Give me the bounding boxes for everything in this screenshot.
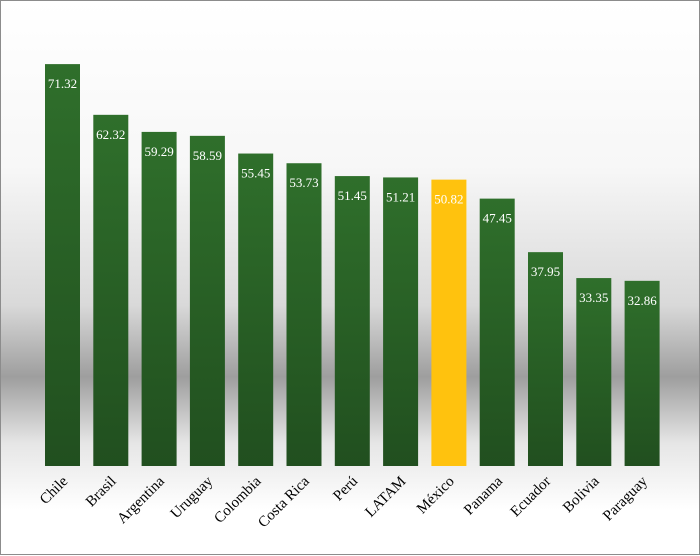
category-label-argentina: Argentina	[114, 473, 168, 527]
category-label-ecuador: Ecuador	[508, 474, 555, 521]
bar-brasil	[93, 114, 129, 467]
bar-costa-rica	[286, 163, 322, 466]
value-label-brasil: 62.32	[96, 127, 125, 142]
bars-group	[45, 64, 660, 467]
category-label-brasil: Brasil	[83, 474, 120, 511]
bar-latam	[383, 177, 419, 467]
bar-uruguay	[189, 135, 225, 467]
bar-panama	[479, 198, 515, 466]
category-label-uruguay: Uruguay	[168, 473, 217, 522]
value-label-bolivia: 33.35	[579, 290, 608, 305]
bar-ecuador	[528, 252, 563, 466]
category-label-peru: Perú	[330, 473, 361, 504]
category-label-paraguay: Paraguay	[600, 473, 651, 524]
category-label-panama: Panama	[461, 473, 506, 518]
value-label-paraguay: 32.86	[627, 293, 657, 308]
value-label-peru: 51.45	[338, 188, 367, 203]
value-label-chile: 71.32	[48, 76, 77, 91]
value-label-latam: 51.21	[386, 189, 415, 204]
value-label-panama: 47.45	[483, 211, 512, 226]
bar-argentina	[141, 131, 177, 466]
category-label-costa-rica: Costa Rica	[255, 473, 313, 531]
bar-colombia	[238, 153, 274, 466]
value-label-argentina: 59.29	[144, 144, 173, 159]
bar-mexico	[431, 179, 467, 466]
value-label-costa-rica: 53.73	[289, 175, 318, 190]
category-label-bolivia: Bolivia	[560, 473, 603, 516]
category-label-mexico: México	[414, 474, 458, 518]
category-label-chile: Chile	[37, 473, 72, 508]
value-label-colombia: 55.45	[241, 166, 270, 181]
bar-chile	[45, 64, 80, 466]
value-label-mexico: 50.82	[434, 192, 463, 207]
bar-bolivia	[576, 278, 612, 466]
value-label-uruguay: 58.59	[193, 148, 222, 163]
value-label-ecuador: 37.95	[531, 264, 560, 279]
bar-paraguay	[624, 280, 660, 466]
bar-peru	[334, 176, 370, 466]
value-labels-group: 71.32 62.32 59.29 58.59 55.45 53.73 51.45 51.21…	[48, 76, 657, 308]
category-label-latam: LATAM	[362, 474, 409, 521]
